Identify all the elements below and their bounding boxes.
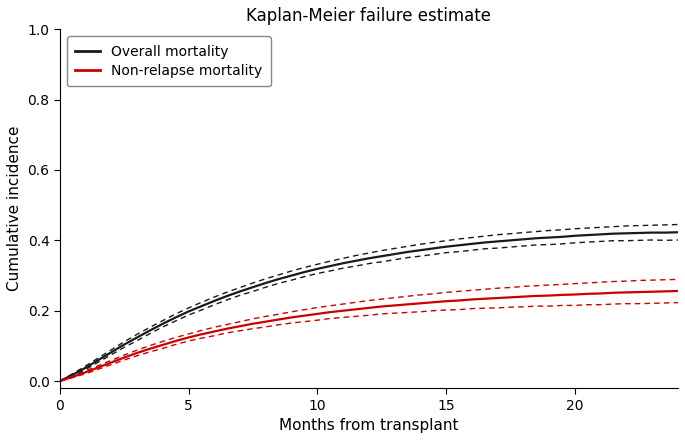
- Y-axis label: Cumulative incidence: Cumulative incidence: [7, 126, 22, 291]
- Legend: Overall mortality, Non-relapse mortality: Overall mortality, Non-relapse mortality: [67, 36, 271, 86]
- Title: Kaplan-Meier failure estimate: Kaplan-Meier failure estimate: [247, 7, 491, 25]
- X-axis label: Months from transplant: Months from transplant: [279, 418, 459, 433]
